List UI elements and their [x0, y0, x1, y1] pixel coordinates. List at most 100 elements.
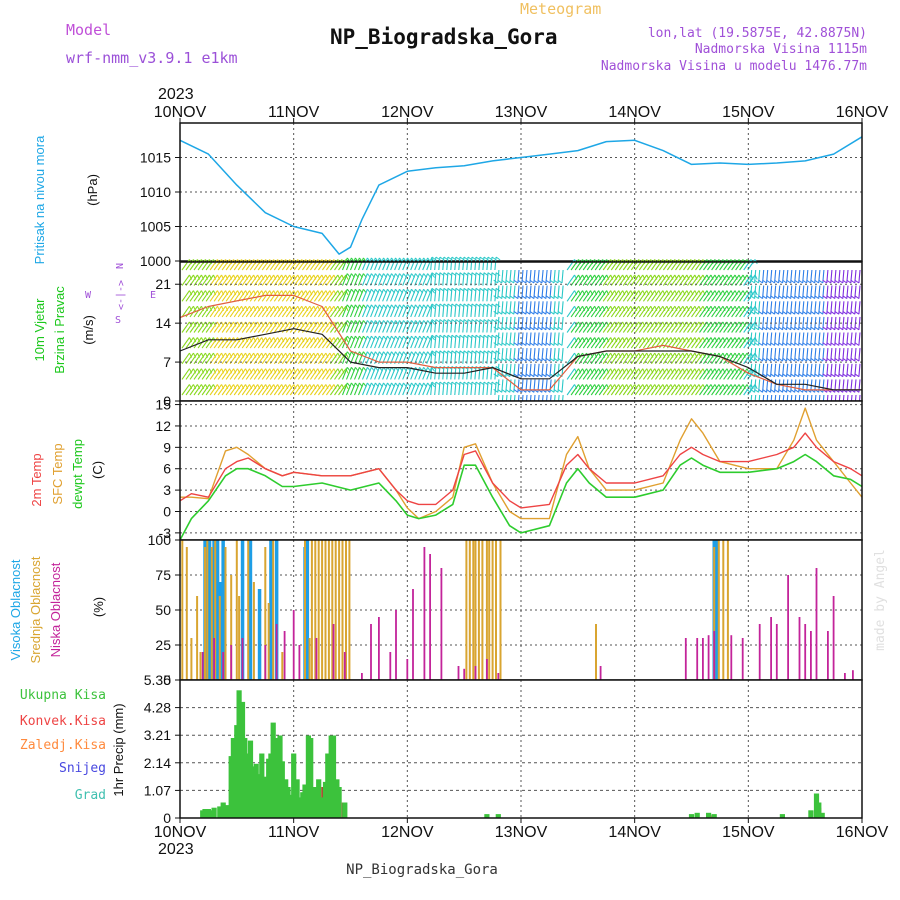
- wind-barb: [630, 305, 640, 318]
- wind-barb-flag: [549, 388, 555, 393]
- wind-barb: [305, 368, 315, 380]
- wind-barb: [638, 321, 648, 333]
- wind-barb: [329, 384, 339, 396]
- wind-barb: [675, 305, 684, 318]
- wind-barb: [249, 305, 259, 318]
- wind-barb: [193, 321, 202, 333]
- wind-barb: [723, 290, 732, 302]
- wind-barb-flag: [529, 326, 535, 331]
- wind-barb-flag: [850, 310, 856, 315]
- wind-barb: [365, 257, 372, 271]
- wind-barb: [474, 366, 477, 380]
- wind-barb: [349, 367, 356, 380]
- wind-barb: [386, 382, 393, 396]
- wind-barb: [410, 382, 417, 396]
- wind-barb: [650, 274, 660, 286]
- wind-barb: [735, 290, 744, 302]
- wind-barb: [261, 368, 271, 380]
- wind-barb: [205, 305, 214, 318]
- wind-barb-flag: [754, 373, 759, 378]
- wind-barb: [297, 259, 307, 271]
- wind-barb: [735, 368, 744, 380]
- wind-barb: [731, 384, 740, 396]
- wind-barb: [662, 368, 672, 380]
- wind-barb: [670, 321, 680, 333]
- wind-barb: [474, 381, 477, 396]
- wind-barb: [662, 352, 672, 365]
- wind-barb: [201, 352, 210, 365]
- wind-barb: [474, 256, 477, 271]
- wind-barb: [426, 382, 433, 396]
- wind-barb: [739, 290, 748, 302]
- wind-barb: [711, 321, 720, 333]
- wind-barb: [418, 288, 425, 302]
- wind-barb-flag: [762, 342, 767, 346]
- high-cloud-bar: [274, 540, 279, 680]
- wind-barb-flag: [557, 326, 563, 331]
- wind-barb-flag: [814, 279, 819, 284]
- mid-cloud-bar: [481, 540, 484, 680]
- wind-barb-flag: [826, 326, 832, 331]
- wind-barb: [478, 272, 481, 286]
- wind-barb: [666, 305, 676, 318]
- wind-barb-flag: [810, 279, 815, 284]
- wind-barb: [357, 304, 364, 318]
- wind-barb: [414, 273, 421, 286]
- wind-barb: [446, 303, 449, 317]
- wind-barb-flag: [557, 342, 563, 346]
- wind-barb-flag: [501, 357, 507, 362]
- wind-barb-flag: [806, 342, 811, 346]
- wind-barb: [658, 368, 668, 380]
- wind-barb: [691, 259, 700, 271]
- wind-barb: [341, 320, 348, 333]
- wind-barb: [201, 305, 210, 318]
- wind-barb: [338, 337, 347, 349]
- wind-barb: [582, 337, 592, 349]
- compass-w: W: [85, 290, 92, 301]
- wind-barb: [394, 382, 401, 396]
- wind-barb: [638, 337, 648, 349]
- wind-barb: [414, 382, 421, 396]
- low-cloud-bar: [827, 631, 829, 680]
- wind-barb-flag: [814, 295, 819, 300]
- wind-barb-flag: [846, 357, 852, 362]
- temp-2m-line: [179, 432, 863, 509]
- wind-barb-flag: [838, 279, 844, 284]
- wind-barb-flag: [790, 279, 795, 284]
- wind-barb: [602, 384, 612, 396]
- wind-barb: [658, 321, 668, 333]
- cloud-ylabel-low: Niska Oblacnost: [48, 562, 63, 657]
- wind-barb: [386, 257, 393, 271]
- wind-barb: [418, 320, 425, 333]
- wind-barb: [679, 290, 688, 302]
- wind-barb: [707, 259, 716, 271]
- wind-barb-flag: [786, 342, 791, 346]
- wind-barb: [446, 319, 449, 333]
- wind-barb-flag: [537, 279, 543, 284]
- wind-barb-flag: [778, 357, 783, 362]
- wind-barb: [197, 352, 206, 365]
- wind-barb-flag: [826, 310, 832, 315]
- wind-barb-flag: [850, 279, 856, 284]
- low-cloud-bar: [474, 666, 477, 680]
- wind-barb: [470, 381, 473, 396]
- wind-barb-flag: [834, 310, 840, 315]
- wind-barb-flag: [746, 388, 751, 393]
- wind-barb-flag: [834, 295, 840, 300]
- wind-barb: [687, 305, 696, 318]
- wind-barb-flag: [541, 326, 547, 331]
- wind-barb: [598, 305, 608, 318]
- wind-barb: [662, 290, 672, 302]
- wind-barb: [458, 335, 461, 349]
- wind-barb-flag: [513, 342, 519, 346]
- low-cloud-bar: [815, 568, 818, 680]
- wind-barb: [658, 384, 668, 396]
- wind-speed-line: [179, 328, 862, 391]
- wind-barb: [241, 305, 251, 318]
- wind-barb-flag: [842, 342, 848, 346]
- wind-barb: [723, 259, 732, 271]
- wind-barb: [209, 384, 218, 396]
- precip-total-bar: [302, 784, 308, 818]
